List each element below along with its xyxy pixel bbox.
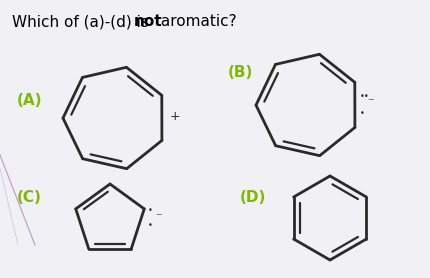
Text: •: • <box>148 206 153 215</box>
Text: aromatic?: aromatic? <box>156 14 236 29</box>
Text: •: • <box>148 221 153 230</box>
Text: (C): (C) <box>17 190 42 205</box>
Text: ⁻: ⁻ <box>155 212 162 225</box>
Text: not: not <box>134 14 163 29</box>
Text: (B): (B) <box>228 64 253 80</box>
Text: +: + <box>170 110 181 123</box>
Text: •: • <box>360 109 365 118</box>
Text: Which of (a)-(d) is: Which of (a)-(d) is <box>12 14 154 29</box>
Text: ••: •• <box>360 92 370 101</box>
Text: (A): (A) <box>17 93 43 108</box>
Text: (D): (D) <box>240 190 266 205</box>
Text: ⁻: ⁻ <box>367 96 374 110</box>
